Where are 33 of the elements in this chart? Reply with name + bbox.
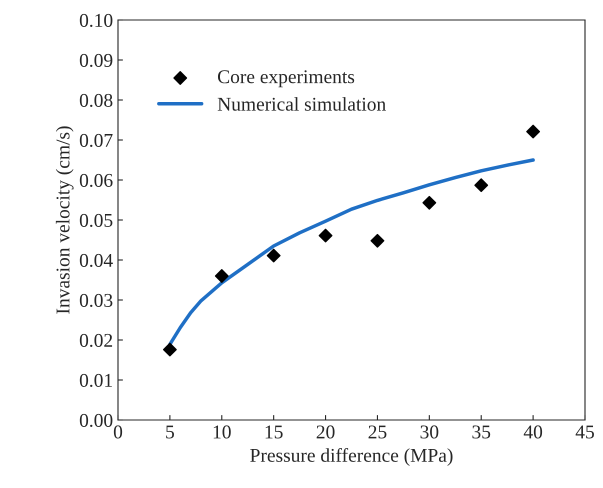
x-tick-label: 25 (368, 425, 386, 439)
point (162, 342, 177, 357)
x-tick-label: 45 (576, 426, 594, 439)
point (474, 178, 488, 192)
point (266, 248, 281, 263)
y-tick-label: 0.07 (80, 134, 113, 148)
y-tick-label: 0.03 (80, 294, 112, 308)
point (526, 124, 540, 139)
x-axis-title: Pressure difference (MPa) (250, 448, 453, 466)
legend-label: Core experiments (218, 70, 354, 88)
x-tick-label: 35 (472, 425, 490, 439)
point (370, 234, 384, 248)
y-tick-label: 0.08 (80, 94, 112, 108)
x-tick-label: 0 (114, 425, 122, 439)
x-tick-label: 30 (420, 425, 438, 439)
y-axis-title: Invasion velocity (cm/s) (56, 126, 74, 314)
y-tick-label: 0.05 (80, 214, 112, 228)
y-tick-label: 0.01 (80, 374, 112, 388)
y-tick-label: 0.09 (80, 54, 112, 68)
x-tick-label: 5 (166, 426, 174, 439)
x-tick-label: 10 (214, 425, 231, 439)
y-tick-label: 0.02 (80, 334, 112, 348)
legend-label: Numerical simulation (218, 97, 386, 111)
y-tick-label: 0.00 (80, 414, 112, 428)
y-tick-label: 0.04 (80, 254, 113, 268)
y-tick-label: 0.06 (80, 174, 113, 188)
x-tick-label: 40 (524, 425, 542, 439)
point (318, 228, 332, 243)
x-tick-label: 20 (316, 425, 335, 439)
x-tick-label: 15 (266, 426, 283, 439)
point (422, 196, 436, 210)
point (214, 269, 229, 283)
y-tick-label: 0.10 (80, 14, 112, 28)
